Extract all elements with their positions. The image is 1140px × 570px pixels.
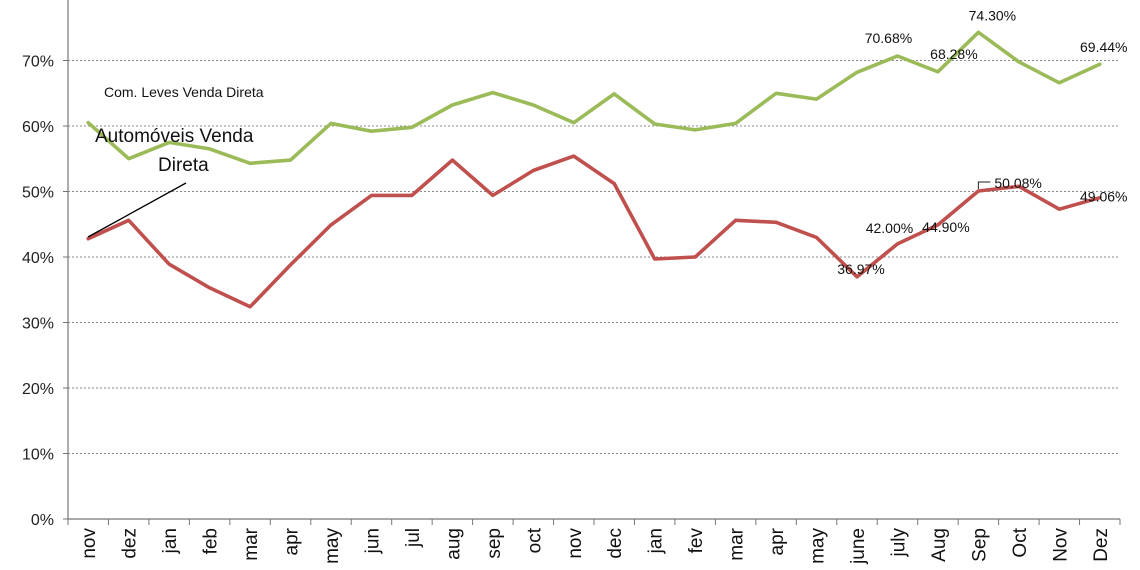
- x-tick-label: sep: [484, 528, 505, 559]
- series-label-leader-line: [87, 182, 187, 238]
- data-label: 70.68%: [865, 30, 912, 46]
- data-label: 50.08%: [994, 175, 1041, 191]
- series-label-com-leves: Com. Leves Venda Direta: [104, 84, 264, 100]
- y-tick-label: 0%: [31, 512, 54, 529]
- data-label: 42.00%: [866, 220, 913, 236]
- x-tick-label: mar: [241, 527, 262, 560]
- x-tick-label: Sep: [969, 528, 990, 562]
- x-tick-label: june: [848, 528, 869, 565]
- x-tick-label: jul: [403, 528, 424, 548]
- data-label: 44.90%: [922, 219, 969, 235]
- x-tick-label: may: [322, 528, 343, 564]
- x-tick-label: nov: [565, 528, 586, 559]
- x-tick-label: Nov: [1050, 528, 1071, 562]
- x-tick-label: jan: [646, 528, 667, 554]
- data-label: 74.30%: [969, 7, 1016, 23]
- data-label: 69.44%: [1080, 39, 1127, 55]
- y-tick-label: 70%: [22, 54, 54, 71]
- x-tick-label: apr: [282, 527, 303, 555]
- x-tick-label: jan: [160, 528, 181, 554]
- x-tick-label: dez: [120, 528, 141, 559]
- x-axis: nov dez jan feb mar apr may jun jul aug sep oct nov d…: [67, 518, 1121, 565]
- x-tick-label: dec: [605, 528, 626, 559]
- x-tick-label: Oct: [1010, 527, 1031, 557]
- x-tick-label: mar: [727, 527, 748, 560]
- x-tick-label: oct: [524, 527, 545, 553]
- data-label-leader: [977, 181, 991, 189]
- series-label-automoveis-line1: Automóveis Venda: [95, 126, 254, 147]
- y-axis: 0% 10% 20% 30% 40% 50% 60% 70%: [22, 0, 69, 529]
- y-tick-label: 50%: [22, 185, 54, 202]
- grid-lines: [68, 60, 1120, 454]
- data-label: 36.97%: [837, 261, 884, 277]
- data-label: 49.06%: [1080, 189, 1127, 205]
- x-tick-label: Aug: [929, 528, 950, 562]
- series-line-automoveis: [86, 154, 1102, 309]
- x-tick-label: apr: [767, 527, 788, 555]
- y-tick-label: 10%: [22, 447, 54, 464]
- x-tick-label: nov: [79, 528, 100, 559]
- x-tick-label: Dez: [1091, 528, 1112, 562]
- y-tick-label: 20%: [22, 381, 54, 398]
- series-label-automoveis-line2: Direta: [158, 155, 209, 176]
- series-lines: [86, 30, 1102, 309]
- data-labels: 74.30% 70.68% 68.28% 69.44% 50.08% 42.00% 44.9…: [837, 7, 1127, 277]
- y-tick-label: 30%: [22, 316, 54, 333]
- x-tick-label: feb: [201, 528, 222, 554]
- data-label: 68.28%: [930, 46, 977, 62]
- y-tick-label: 40%: [22, 250, 54, 267]
- x-tick-label: may: [808, 528, 829, 564]
- x-tick-label: aug: [443, 528, 464, 560]
- series-line-com-leves: [86, 30, 1102, 166]
- x-tick-label: jun: [362, 528, 383, 554]
- x-tick-label: fev: [686, 528, 707, 554]
- x-tick-label: july: [888, 528, 909, 558]
- y-tick-label: 60%: [22, 119, 54, 136]
